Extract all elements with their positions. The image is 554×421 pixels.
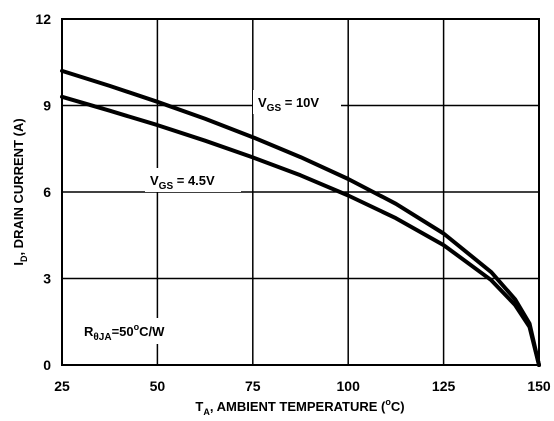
series-label-vgs-10v: VGS = 10V xyxy=(258,95,319,114)
y-tick-labels: 0 3 6 9 12 xyxy=(35,11,51,373)
annotation-bg xyxy=(80,318,212,344)
y-tick-label: 6 xyxy=(43,184,51,200)
y-tick-label: 12 xyxy=(35,11,51,27)
x-tick-label: 100 xyxy=(337,378,361,394)
grid-lines xyxy=(61,18,540,366)
x-tick-label: 50 xyxy=(150,378,166,394)
x-tick-label: 150 xyxy=(527,378,551,394)
y-tick-label: 0 xyxy=(43,357,51,373)
series-label-vgs-4p5v: VGS = 4.5V xyxy=(150,173,215,192)
y-tick-label: 9 xyxy=(43,98,51,114)
y-axis-title: ID, DRAIN CURRENT (A) xyxy=(11,118,29,265)
curves xyxy=(60,68,541,367)
x-axis-title: TA, AMBIENT TEMPERATURE (oC) xyxy=(195,397,404,417)
label-bg-vgs-10v xyxy=(253,90,341,114)
series-line-1 xyxy=(60,94,541,367)
x-tick-label: 75 xyxy=(245,378,261,394)
x-tick-label: 125 xyxy=(432,378,456,394)
x-tick-label: 25 xyxy=(54,378,70,394)
plot-frame xyxy=(61,18,540,366)
y-tick-label: 3 xyxy=(43,271,51,287)
series-line-0 xyxy=(60,68,541,367)
label-bg-vgs-4p5v xyxy=(145,168,241,192)
x-tick-labels: 25 50 75 100 125 150 xyxy=(54,378,551,394)
annotation-rthja: RθJA=50oC/W xyxy=(84,322,165,343)
